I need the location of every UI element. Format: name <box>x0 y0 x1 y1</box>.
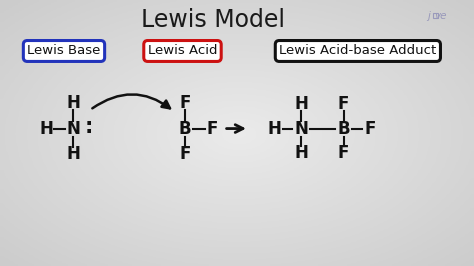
Text: H: H <box>294 144 308 162</box>
Text: Lewis Acid-base Adduct: Lewis Acid-base Adduct <box>279 44 437 57</box>
Text: Lewis Model: Lewis Model <box>141 8 285 32</box>
Text: B: B <box>337 119 350 138</box>
Text: H: H <box>39 119 53 138</box>
Text: Lewis Base: Lewis Base <box>27 44 100 57</box>
Text: F: F <box>179 94 191 112</box>
Text: H: H <box>66 145 81 163</box>
Text: H: H <box>66 94 81 112</box>
Text: F: F <box>207 119 218 138</box>
Text: N: N <box>294 119 308 138</box>
Text: :: : <box>84 117 93 137</box>
Text: Lewis Acid: Lewis Acid <box>148 44 217 57</box>
Text: H: H <box>294 95 308 113</box>
Text: j: j <box>428 11 430 20</box>
Text: F: F <box>338 144 349 162</box>
Text: F: F <box>179 145 191 163</box>
Text: ve: ve <box>434 11 447 20</box>
Text: N: N <box>66 119 81 138</box>
FancyArrowPatch shape <box>92 94 170 108</box>
Text: F: F <box>338 95 349 113</box>
Text: B: B <box>179 119 191 138</box>
Text: F: F <box>364 119 375 138</box>
Text: H: H <box>268 119 282 138</box>
